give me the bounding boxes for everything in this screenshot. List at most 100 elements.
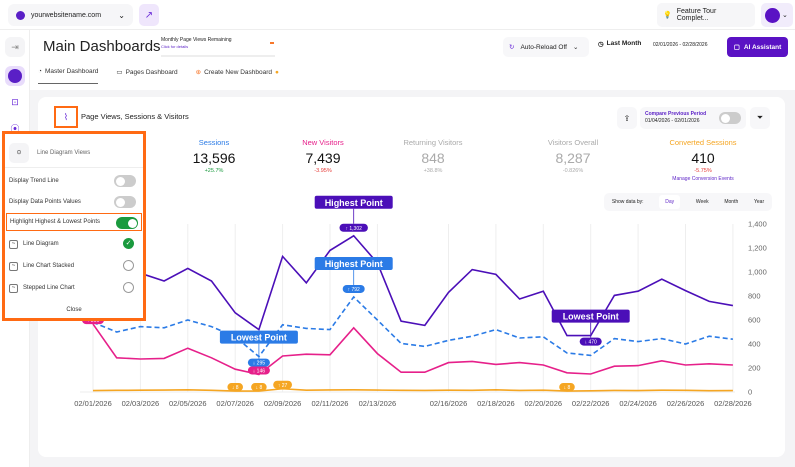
plus-circle-icon: ⊕ (195, 69, 202, 76)
auto-reload-dropdown[interactable]: ↻ Auto-Reload Off ⌄ (503, 37, 589, 57)
metric-value: 13,596 (192, 150, 236, 166)
value-pill-label: ↓ 8 (564, 385, 571, 391)
value-pill-label: ↓ 8 (256, 385, 263, 391)
annotation-value-pill: ↓ 146 (247, 366, 270, 375)
data-points-toggle[interactable] (114, 196, 136, 208)
view-line-chart-stacked[interactable]: ~ Line Chart Stacked (9, 257, 139, 275)
feature-tour-button[interactable]: 💡 Feature Tour Complet... (657, 3, 755, 27)
highlight-toggle[interactable] (116, 217, 138, 229)
metric-converted-sessions[interactable]: Converted Sessions 410 -5.75% Manage Conver… (648, 138, 758, 182)
close-button[interactable]: Close (9, 301, 139, 319)
value-pill-label: ↓ 470 (585, 340, 597, 346)
toggle-highlight-points[interactable]: Highlight Highest & Lowest Points (6, 213, 142, 231)
metric-value: 7,439 (305, 150, 341, 166)
show-by-week[interactable]: Week (695, 199, 709, 205)
callout-label: Highest Point (325, 198, 383, 208)
annotation-lowest-point: ↓ 295 Lowest Point (219, 330, 298, 367)
callout-box (551, 309, 630, 323)
dashboard-tabs: ◔ Master Dashboard ▭ Pages Dashboard ⊕ Crea… (38, 68, 279, 84)
user-menu[interactable]: ⌄ (761, 3, 793, 27)
value-pill (559, 383, 575, 392)
value-pill (251, 383, 267, 392)
external-link-icon: ↗ (144, 9, 154, 21)
metric-new-visitors[interactable]: New Visitors 7,439 -3.95% (268, 138, 378, 174)
x-tick-label: 02/24/2026 (619, 399, 657, 408)
upload-icon: ⇪ (623, 113, 631, 123)
callout-box (314, 195, 393, 209)
website-selector[interactable]: yourwebsitename.com ⌄ (8, 4, 133, 26)
toggle-trend-line[interactable]: Display Trend Line (9, 172, 139, 190)
x-tick-label: 02/11/2026 (312, 399, 349, 408)
check-icon[interactable]: ✓ (123, 238, 134, 249)
radio-button[interactable] (123, 260, 134, 271)
compare-toggle[interactable] (719, 112, 741, 124)
signal-icon: ⦿ (10, 123, 20, 134)
metric-visitors-overall[interactable]: Visitors Overall 8,287 -0.826% (518, 138, 628, 174)
sidebar-item-shop[interactable]: ⊡ (5, 92, 25, 112)
show-by-year[interactable]: Year (754, 199, 765, 205)
y-tick-label: 1,000 (748, 268, 767, 277)
sidebar-item-dashboard[interactable] (5, 66, 25, 86)
show-data-by: Show data by: Day Week Month Year (604, 193, 772, 211)
metric-name: New Visitors (302, 138, 344, 147)
quota-value (270, 42, 274, 44)
export-button[interactable]: ⇪ (617, 107, 637, 129)
metric-value: 848 (421, 150, 445, 166)
tab-label: Create New Dashboard (204, 68, 273, 76)
sidebar-item-live[interactable]: ⦿ (5, 118, 25, 138)
period-selector[interactable]: ◷ Last Month (598, 40, 641, 48)
tab-label: Pages Dashboard (125, 68, 178, 76)
series-line-new_visitors (92, 323, 733, 376)
x-tick-label: 02/13/2026 (359, 399, 397, 408)
metric-sessions[interactable]: Sessions 13,596 +25.7% (159, 138, 269, 174)
annotation-value-pill: ↓ 8 (251, 383, 267, 392)
annotation-value-pill: ↓ 8 (559, 383, 575, 392)
view-line-diagram[interactable]: ~ Line Diagram ✓ (9, 235, 139, 253)
period-label: Last Month (606, 40, 642, 47)
reload-icon: ↻ (509, 44, 515, 51)
trend-line-toggle[interactable] (114, 175, 136, 187)
metric-returning-visitors[interactable]: Returning Visitors 848 +38.8% (378, 138, 488, 174)
radio-button[interactable] (123, 282, 134, 293)
view-label: Line Chart Stacked (23, 263, 75, 269)
avatar (765, 7, 780, 23)
line-chart-icon: ~ (9, 261, 18, 271)
metric-name: Visitors Overall (547, 138, 599, 147)
filter-button[interactable]: ⏷ (750, 107, 770, 129)
tab-pages-dashboard[interactable]: ▭ Pages Dashboard (116, 68, 177, 84)
quota-link[interactable]: Click for details (161, 44, 189, 49)
chart-view-button[interactable]: ⌇ (54, 106, 78, 128)
metric-delta: +38.8% (423, 168, 443, 174)
metric-value: 410 (691, 150, 715, 166)
quota-info[interactable]: Monthly Page Views Remaining Click for de… (161, 37, 232, 49)
y-tick-label: 0 (748, 388, 752, 397)
collapse-sidebar-button[interactable]: ⇥ (5, 37, 25, 57)
tab-master-dashboard[interactable]: ◔ Master Dashboard (38, 68, 99, 84)
callout-label: Highest Point (325, 259, 383, 269)
globe-icon (16, 10, 25, 20)
ai-assistant-button[interactable]: ▢ AI Assistant (727, 37, 788, 57)
panel-title: Line Diagram Views (37, 149, 91, 156)
value-pill-label: ↓ 8 (232, 385, 239, 391)
manage-conversion-link[interactable]: Manage Conversion Events (672, 176, 734, 182)
compare-period: Compare Previous Period 01/04/2026 - 02/0… (640, 107, 746, 129)
show-by-day[interactable]: Day (659, 195, 681, 209)
x-tick-label: 02/18/2026 (477, 399, 515, 408)
date-range[interactable]: 02/01/2026 - 02/28/2026 (653, 42, 708, 48)
chevron-down-icon: ⌄ (572, 44, 579, 51)
tab-create-dashboard[interactable]: ⊕ Create New Dashboard ● (196, 68, 279, 84)
x-tick-label: 02/05/2026 (169, 399, 207, 408)
series-line-pageviews (92, 234, 734, 337)
y-tick-label: 400 (748, 340, 761, 349)
callout-box (219, 330, 298, 344)
metric-delta: +25.7% (204, 168, 224, 174)
view-stepped-line-chart[interactable]: ~ Stepped Line Chart (9, 279, 139, 297)
external-link-button[interactable]: ↗ (139, 4, 159, 26)
value-pill-label: ↑ 27 (278, 383, 288, 389)
show-by-month[interactable]: Month (724, 199, 739, 205)
toggle-data-points[interactable]: Display Data Points Values (9, 193, 139, 211)
y-tick-label: 1,200 (748, 244, 767, 253)
value-pill (273, 380, 292, 389)
target-icon: ⊙ (9, 142, 29, 163)
